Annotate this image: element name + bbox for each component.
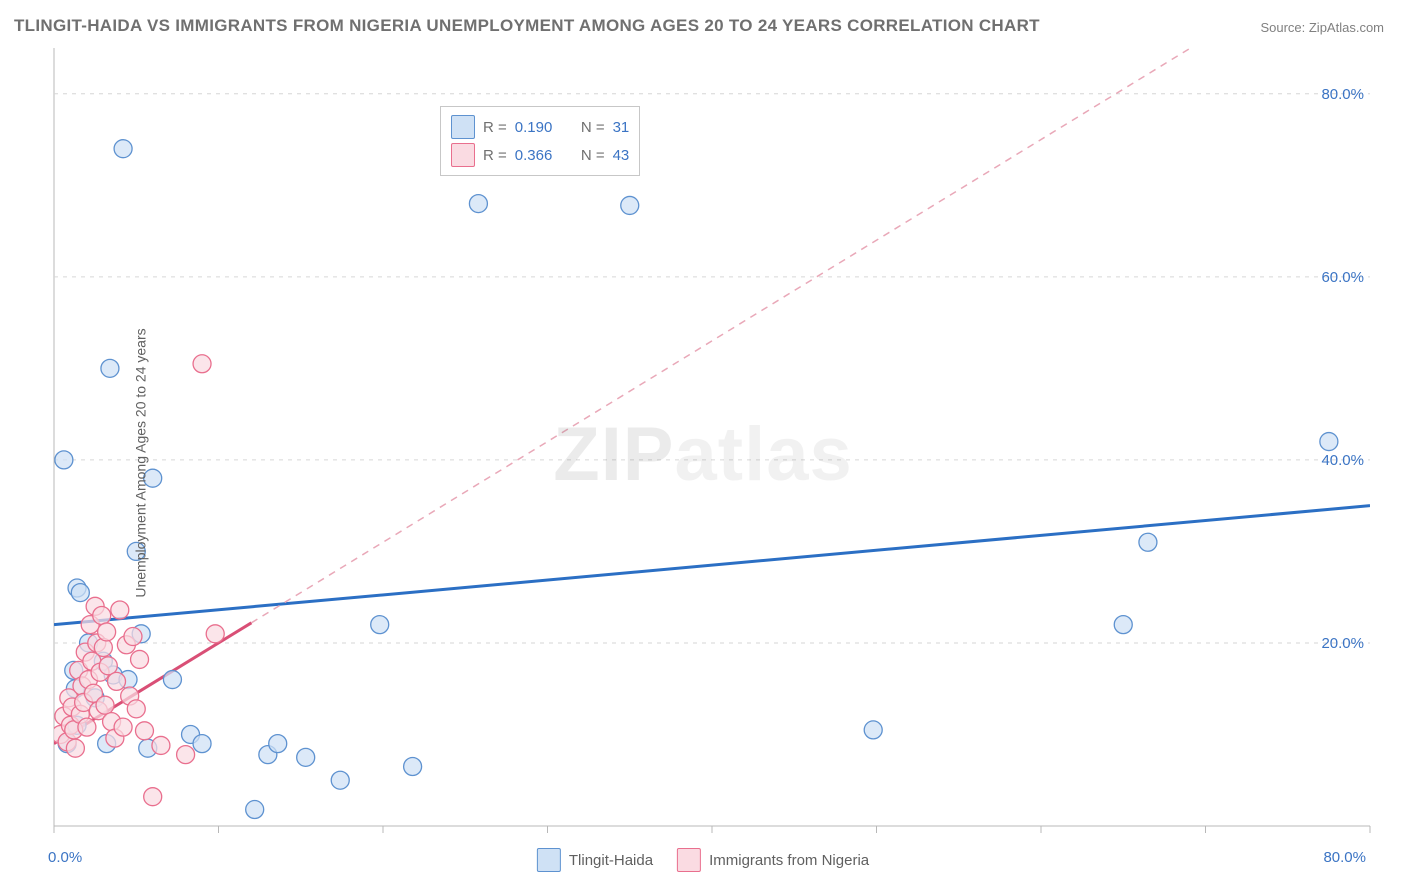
x-axis-label-min: 0.0% bbox=[48, 849, 82, 866]
svg-text:40.0%: 40.0% bbox=[1321, 452, 1364, 469]
x-axis-label-max: 80.0% bbox=[1323, 849, 1366, 866]
y-axis-label: Unemployment Among Ages 20 to 24 years bbox=[133, 328, 149, 597]
n-label: N = bbox=[581, 119, 605, 136]
legend-swatch bbox=[537, 848, 561, 872]
chart-container: Unemployment Among Ages 20 to 24 years 2… bbox=[0, 48, 1406, 878]
legend-series: Tlingit-Haida Immigrants from Nigeria bbox=[537, 848, 869, 872]
svg-text:20.0%: 20.0% bbox=[1321, 635, 1364, 652]
legend-stats-row: R = 0.366 N = 43 bbox=[451, 141, 629, 169]
legend-label: Immigrants from Nigeria bbox=[709, 852, 869, 869]
scatter-plot-svg: 20.0% 40.0% 60.0% 80.0% bbox=[0, 48, 1406, 878]
legend-swatch bbox=[677, 848, 701, 872]
r-value: 0.366 bbox=[515, 147, 553, 164]
r-label: R = bbox=[483, 119, 507, 136]
r-label: R = bbox=[483, 147, 507, 164]
legend-stats-box: R = 0.190 N = 31 R = 0.366 N = 43 bbox=[440, 106, 640, 176]
svg-text:60.0%: 60.0% bbox=[1321, 269, 1364, 286]
r-value: 0.190 bbox=[515, 119, 553, 136]
svg-text:80.0%: 80.0% bbox=[1321, 86, 1364, 103]
n-value: 31 bbox=[613, 119, 630, 136]
chart-title: TLINGIT-HAIDA VS IMMIGRANTS FROM NIGERIA… bbox=[14, 16, 1040, 36]
source-label: Source: ZipAtlas.com bbox=[1260, 20, 1384, 35]
legend-stats-row: R = 0.190 N = 31 bbox=[451, 113, 629, 141]
n-label: N = bbox=[581, 147, 605, 164]
n-value: 43 bbox=[613, 147, 630, 164]
legend-label: Tlingit-Haida bbox=[569, 852, 653, 869]
legend-item: Tlingit-Haida bbox=[537, 848, 653, 872]
legend-swatch bbox=[451, 115, 475, 139]
legend-item: Immigrants from Nigeria bbox=[677, 848, 869, 872]
legend-swatch bbox=[451, 143, 475, 167]
